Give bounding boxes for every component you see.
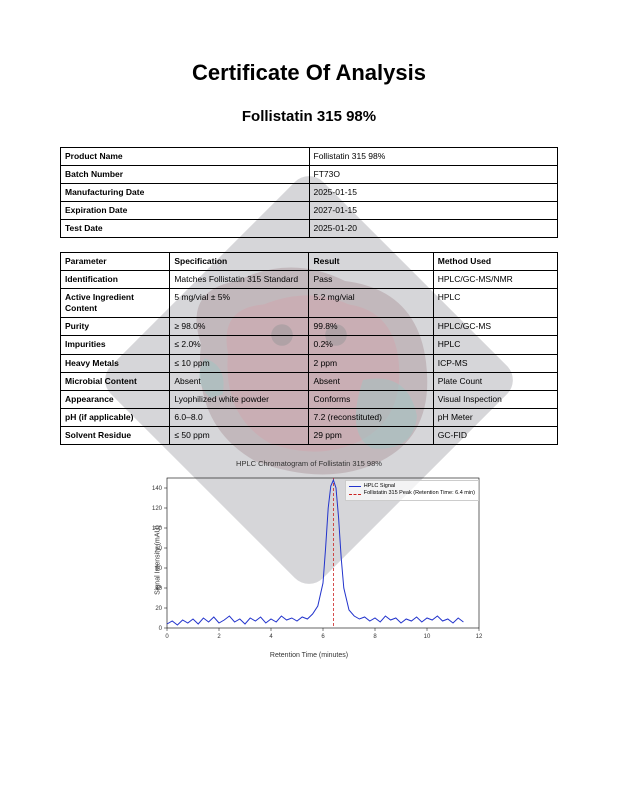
spec-cell: ≤ 2.0%: [170, 336, 309, 354]
spec-cell: 7.2 (reconstituted): [309, 408, 433, 426]
legend-item-signal: HPLC Signal: [364, 483, 396, 491]
spec-cell: 2 ppm: [309, 354, 433, 372]
svg-text:140: 140: [152, 486, 163, 492]
spec-param: Impurities: [61, 336, 170, 354]
spec-cell: ≤ 10 ppm: [170, 354, 309, 372]
info-row: Batch NumberFT73O: [61, 166, 558, 184]
info-value: 2025-01-20: [309, 220, 558, 238]
spec-cell: ≥ 98.0%: [170, 318, 309, 336]
y-axis-label: Signal Intensity (mAU): [154, 525, 161, 595]
spec-cell: 0.2%: [309, 336, 433, 354]
spec-header: Specification: [170, 253, 309, 271]
spec-cell: Lyophilized white powder: [170, 390, 309, 408]
svg-text:8: 8: [373, 634, 377, 640]
spec-cell: Visual Inspection: [433, 390, 557, 408]
spec-cell: GC-FID: [433, 426, 557, 444]
info-value: 2025-01-15: [309, 184, 558, 202]
spec-cell: ≤ 50 ppm: [170, 426, 309, 444]
info-label: Manufacturing Date: [61, 184, 310, 202]
info-row: Test Date2025-01-20: [61, 220, 558, 238]
spec-header: Method Used: [433, 253, 557, 271]
svg-text:6: 6: [321, 634, 325, 640]
spec-param: Heavy Metals: [61, 354, 170, 372]
info-value: 2027-01-15: [309, 202, 558, 220]
hplc-chart: Signal Intensity (mAU) 02040608010012014…: [129, 470, 489, 650]
spec-param: pH (if applicable): [61, 408, 170, 426]
spec-row: Solvent Residue≤ 50 ppm29 ppmGC-FID: [61, 426, 558, 444]
svg-text:4: 4: [269, 634, 273, 640]
spec-cell: Conforms: [309, 390, 433, 408]
spec-param: Active Ingredient Content: [61, 289, 170, 318]
spec-cell: Matches Follistatin 315 Standard: [170, 271, 309, 289]
spec-cell: ICP-MS: [433, 354, 557, 372]
info-label: Expiration Date: [61, 202, 310, 220]
spec-row: Purity≥ 98.0%99.8%HPLC/GC-MS: [61, 318, 558, 336]
svg-text:0: 0: [159, 626, 163, 632]
info-table: Product NameFollistatin 315 98%Batch Num…: [60, 147, 558, 238]
legend-item-peak: Follistatin 315 Peak (Retention Time: 6.…: [364, 490, 475, 498]
chart-legend: HPLC Signal Follistatin 315 Peak (Retent…: [345, 480, 479, 501]
spec-header: Result: [309, 253, 433, 271]
spec-param: Purity: [61, 318, 170, 336]
spec-row: Active Ingredient Content5 mg/vial ± 5%5…: [61, 289, 558, 318]
spec-cell: Absent: [170, 372, 309, 390]
svg-text:120: 120: [152, 506, 163, 512]
info-label: Product Name: [61, 148, 310, 166]
spec-cell: pH Meter: [433, 408, 557, 426]
spec-cell: 29 ppm: [309, 426, 433, 444]
page-subtitle: Follistatin 315 98%: [60, 108, 558, 125]
svg-text:0: 0: [165, 634, 169, 640]
spec-cell: HPLC/GC-MS: [433, 318, 557, 336]
chart-container: HPLC Chromatogram of Follistatin 315 98%…: [60, 459, 558, 659]
info-label: Batch Number: [61, 166, 310, 184]
spec-row: pH (if applicable)6.0–8.07.2 (reconstitu…: [61, 408, 558, 426]
spec-param: Appearance: [61, 390, 170, 408]
spec-cell: HPLC/GC-MS/NMR: [433, 271, 557, 289]
svg-text:12: 12: [476, 634, 483, 640]
info-label: Test Date: [61, 220, 310, 238]
spec-header-row: ParameterSpecificationResultMethod Used: [61, 253, 558, 271]
svg-text:10: 10: [424, 634, 431, 640]
info-value: Follistatin 315 98%: [309, 148, 558, 166]
spec-param: Identification: [61, 271, 170, 289]
svg-text:2: 2: [217, 634, 221, 640]
spec-cell: Absent: [309, 372, 433, 390]
spec-cell: 6.0–8.0: [170, 408, 309, 426]
info-row: Product NameFollistatin 315 98%: [61, 148, 558, 166]
spec-cell: HPLC: [433, 289, 557, 318]
spec-param: Microbial Content: [61, 372, 170, 390]
spec-param: Solvent Residue: [61, 426, 170, 444]
chart-title: HPLC Chromatogram of Follistatin 315 98%: [60, 459, 558, 468]
x-axis-label: Retention Time (minutes): [60, 652, 558, 659]
info-row: Expiration Date2027-01-15: [61, 202, 558, 220]
svg-text:20: 20: [155, 606, 162, 612]
spec-cell: Pass: [309, 271, 433, 289]
spec-cell: HPLC: [433, 336, 557, 354]
spec-header: Parameter: [61, 253, 170, 271]
spec-cell: 99.8%: [309, 318, 433, 336]
spec-table: ParameterSpecificationResultMethod UsedI…: [60, 252, 558, 445]
page-title: Certificate Of Analysis: [60, 60, 558, 86]
info-row: Manufacturing Date2025-01-15: [61, 184, 558, 202]
spec-cell: 5.2 mg/vial: [309, 289, 433, 318]
spec-row: Microbial ContentAbsentAbsentPlate Count: [61, 372, 558, 390]
spec-cell: 5 mg/vial ± 5%: [170, 289, 309, 318]
spec-row: Impurities≤ 2.0%0.2%HPLC: [61, 336, 558, 354]
spec-cell: Plate Count: [433, 372, 557, 390]
spec-row: Heavy Metals≤ 10 ppm2 ppmICP-MS: [61, 354, 558, 372]
spec-row: AppearanceLyophilized white powderConfor…: [61, 390, 558, 408]
spec-row: IdentificationMatches Follistatin 315 St…: [61, 271, 558, 289]
info-value: FT73O: [309, 166, 558, 184]
